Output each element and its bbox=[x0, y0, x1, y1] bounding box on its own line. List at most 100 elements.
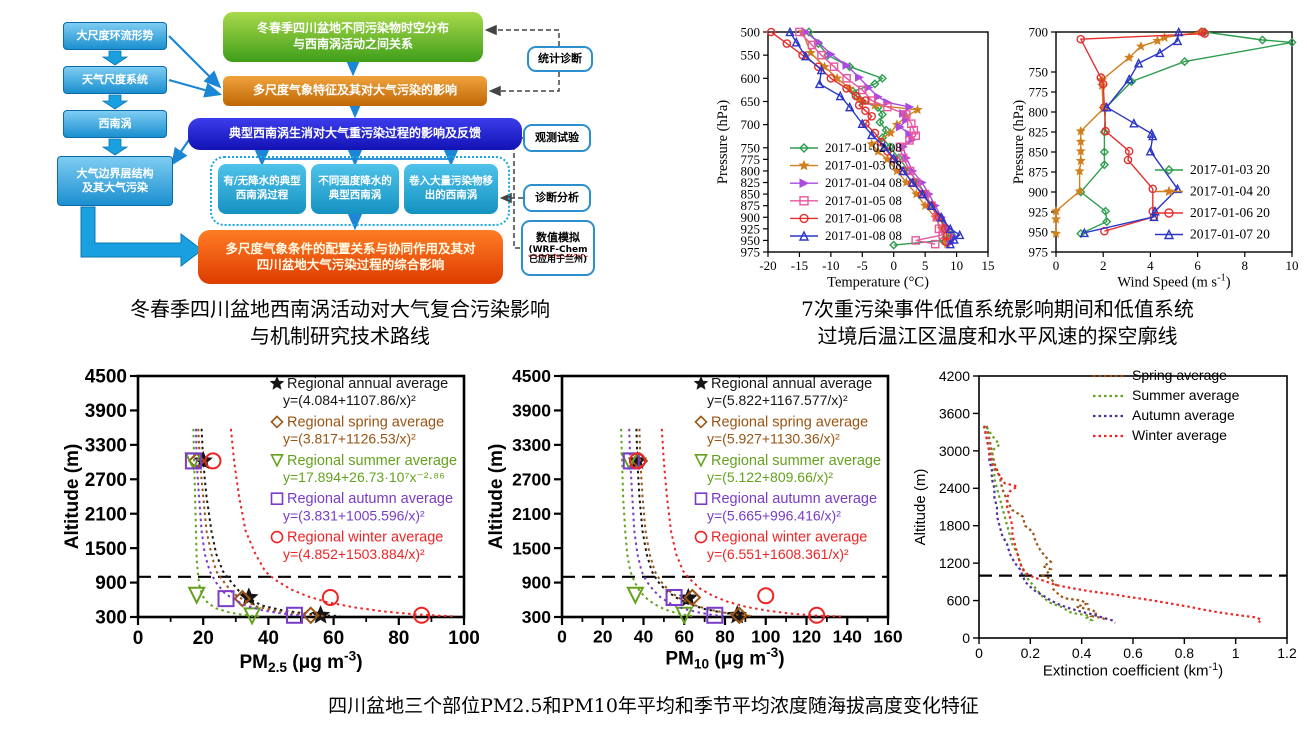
svg-text:-10: -10 bbox=[822, 258, 839, 273]
svg-text:y=(5.665+996.416/x)²: y=(5.665+996.416/x)² bbox=[707, 507, 841, 523]
svg-text:2017-01-03 08: 2017-01-03 08 bbox=[825, 158, 902, 173]
svg-text:2400: 2400 bbox=[939, 480, 970, 496]
svg-text:3000: 3000 bbox=[939, 443, 970, 459]
svg-text:10: 10 bbox=[1286, 258, 1299, 273]
svg-text:2100: 2100 bbox=[85, 504, 127, 525]
svg-text:-20: -20 bbox=[759, 258, 776, 273]
extinction-coefficient-chart: 0 0.2 0.4 0.6 0.8 1 1.2 0 600 1200 1800 2400 3000 360… bbox=[905, 362, 1307, 692]
svg-text:y=(5.122+809.66/x)²: y=(5.122+809.66/x)² bbox=[707, 469, 833, 485]
svg-text:1500: 1500 bbox=[85, 539, 127, 560]
svg-text:950: 950 bbox=[1029, 225, 1049, 240]
svg-text:550: 550 bbox=[741, 48, 761, 63]
svg-text:60: 60 bbox=[675, 627, 695, 647]
svg-text:800: 800 bbox=[741, 163, 761, 178]
svg-text:2017-01-06 08: 2017-01-06 08 bbox=[825, 210, 902, 225]
svg-text:750: 750 bbox=[741, 140, 761, 155]
svg-text:2017-01-03 20: 2017-01-03 20 bbox=[1190, 162, 1270, 177]
svg-text:Winter average: Winter average bbox=[1132, 427, 1227, 443]
svg-text:Regional annual average: Regional annual average bbox=[711, 376, 872, 392]
svg-text:2017-01-04 08: 2017-01-04 08 bbox=[825, 175, 902, 190]
svg-text:140: 140 bbox=[833, 627, 862, 647]
svg-text:300: 300 bbox=[95, 608, 127, 629]
flow-box-large-scale-circulation: 大尺度环流形势 bbox=[63, 22, 167, 50]
svg-text:800: 800 bbox=[1029, 105, 1049, 120]
svg-text:2017-01-07 20: 2017-01-07 20 bbox=[1190, 227, 1270, 242]
sounding-caption: 7次重污染事件低值系统影响期间和低值系统 过境后温江区温度和水平风速的探空廓线 bbox=[801, 297, 1194, 348]
svg-text:6: 6 bbox=[1194, 258, 1201, 273]
svg-text:500: 500 bbox=[741, 25, 761, 40]
svg-text:850: 850 bbox=[1029, 145, 1049, 160]
svg-text:0.2: 0.2 bbox=[1021, 645, 1041, 661]
svg-text:600: 600 bbox=[947, 592, 971, 608]
bottom-caption: 四川盆地三个部位PM2.5和PM10年平均和季节平均浓度随海拔高度变化特征 bbox=[328, 695, 979, 717]
flowchart-arrows bbox=[80, 24, 560, 268]
svg-text:y=(5.822+1167.577/x)²: y=(5.822+1167.577/x)² bbox=[707, 392, 848, 408]
svg-text:Regional summer average: Regional summer average bbox=[287, 453, 457, 469]
svg-text:2017-01-04 20: 2017-01-04 20 bbox=[1190, 184, 1270, 199]
svg-text:Regional spring average: Regional spring average bbox=[287, 414, 444, 430]
svg-text:2100: 2100 bbox=[512, 504, 551, 524]
temperature-profile-chart: -20 -15 -10 -5 0 5 10 15 500 550 600 650 700 750 775 80… bbox=[712, 12, 1010, 304]
flow-box-precip-vortex: 有/无降水的典型西南涡过程 bbox=[218, 164, 306, 214]
technical-route-flowchart: 大尺度环流形势 天气尺度系统 西南涡 大气边界层结构 及其大气污染 冬春季四川盆… bbox=[55, 8, 685, 296]
svg-text:0: 0 bbox=[962, 630, 970, 646]
svg-text:-15: -15 bbox=[791, 258, 808, 273]
svg-text:0.6: 0.6 bbox=[1123, 645, 1143, 661]
pm25-altitude-chart: 0 20 40 60 80 100 300 900 1500 2100 2700 3300 3900 45… bbox=[58, 362, 482, 692]
svg-text:925: 925 bbox=[1029, 205, 1049, 220]
svg-text:1: 1 bbox=[1232, 645, 1240, 661]
svg-text:700: 700 bbox=[1029, 25, 1049, 40]
svg-text:900: 900 bbox=[741, 210, 761, 225]
svg-text:Summer average: Summer average bbox=[1132, 387, 1240, 403]
svg-text:0.4: 0.4 bbox=[1072, 645, 1092, 661]
flow-box-statistical-diagnosis: 统计诊断 bbox=[527, 46, 593, 72]
svg-text:4500: 4500 bbox=[512, 366, 551, 386]
svg-text:Wind Speed (m s-1): Wind Speed (m s-1) bbox=[1117, 273, 1230, 291]
svg-text:0: 0 bbox=[975, 645, 983, 661]
flowchart-caption: 冬春季四川盆地西南涡活动对大气复合污染影响 与机制研究技术路线 bbox=[130, 297, 550, 348]
svg-text:40: 40 bbox=[634, 627, 654, 647]
svg-text:925: 925 bbox=[741, 221, 761, 236]
svg-text:0.8: 0.8 bbox=[1175, 645, 1195, 661]
svg-text:20: 20 bbox=[593, 627, 613, 647]
svg-text:20: 20 bbox=[193, 628, 214, 649]
svg-text:Regional summer average: Regional summer average bbox=[711, 453, 881, 469]
svg-text:y=(3.831+1005.596/x)²: y=(3.831+1005.596/x)² bbox=[283, 507, 425, 523]
svg-text:y=(4.084+1107.86/x)²: y=(4.084+1107.86/x)² bbox=[283, 392, 416, 408]
flow-box-synoptic-scale-system: 天气尺度系统 bbox=[63, 66, 167, 94]
svg-text:3300: 3300 bbox=[85, 436, 127, 457]
flow-box-precip-intensity-vortex: 不同强度降水的典型西南涡 bbox=[311, 164, 399, 214]
svg-text:Regional winter average: Regional winter average bbox=[711, 530, 867, 546]
svg-text:15: 15 bbox=[982, 258, 995, 273]
svg-text:PM10 (μg m-3): PM10 (μg m-3) bbox=[665, 645, 784, 671]
svg-text:300: 300 bbox=[522, 607, 551, 627]
svg-text:2017-01-08 08: 2017-01-08 08 bbox=[825, 228, 902, 243]
svg-text:60: 60 bbox=[323, 628, 344, 649]
svg-text:950: 950 bbox=[741, 233, 761, 248]
svg-text:Altitude (m): Altitude (m) bbox=[912, 469, 929, 546]
svg-text:975: 975 bbox=[741, 245, 761, 260]
svg-text:4200: 4200 bbox=[939, 368, 970, 384]
svg-text:y=17.894+26.73·10⁷x⁻²·⁸⁶: y=17.894+26.73·10⁷x⁻²·⁸⁶ bbox=[283, 469, 445, 485]
svg-text:975: 975 bbox=[1029, 245, 1049, 260]
svg-text:3600: 3600 bbox=[939, 405, 970, 421]
flow-box-diagnostic-analysis: 诊断分析 bbox=[523, 184, 591, 212]
svg-text:600: 600 bbox=[741, 71, 761, 86]
svg-text:700: 700 bbox=[741, 117, 761, 132]
svg-text:Spring average: Spring average bbox=[1132, 367, 1227, 383]
svg-text:875: 875 bbox=[741, 198, 761, 213]
flow-box-pollutant-distribution: 冬春季四川盆地不同污染物时空分布 与西南涡活动之间关系 bbox=[223, 12, 483, 62]
svg-text:Temperature (°C): Temperature (°C) bbox=[827, 274, 929, 290]
svg-text:80: 80 bbox=[388, 628, 409, 649]
svg-text:y=(3.817+1126.53/x)²: y=(3.817+1126.53/x)² bbox=[283, 431, 416, 447]
svg-text:Pressure (hPa): Pressure (hPa) bbox=[1011, 100, 1027, 184]
numerical-simulation-title: 数值模拟 bbox=[536, 230, 580, 244]
applied-lanzhou-label: 已应用于兰州) bbox=[528, 255, 588, 266]
svg-text:875: 875 bbox=[1029, 165, 1049, 180]
svg-text:3900: 3900 bbox=[512, 401, 551, 421]
flow-box-southwest-vortex: 西南涡 bbox=[63, 110, 167, 138]
svg-text:2017-01-06 20: 2017-01-06 20 bbox=[1190, 205, 1270, 220]
svg-text:900: 900 bbox=[522, 573, 551, 593]
wind-speed-profile-chart: 0 2 4 6 8 10 700 750 775 800 825 850 875 900 925 950 975… bbox=[1008, 12, 1307, 304]
